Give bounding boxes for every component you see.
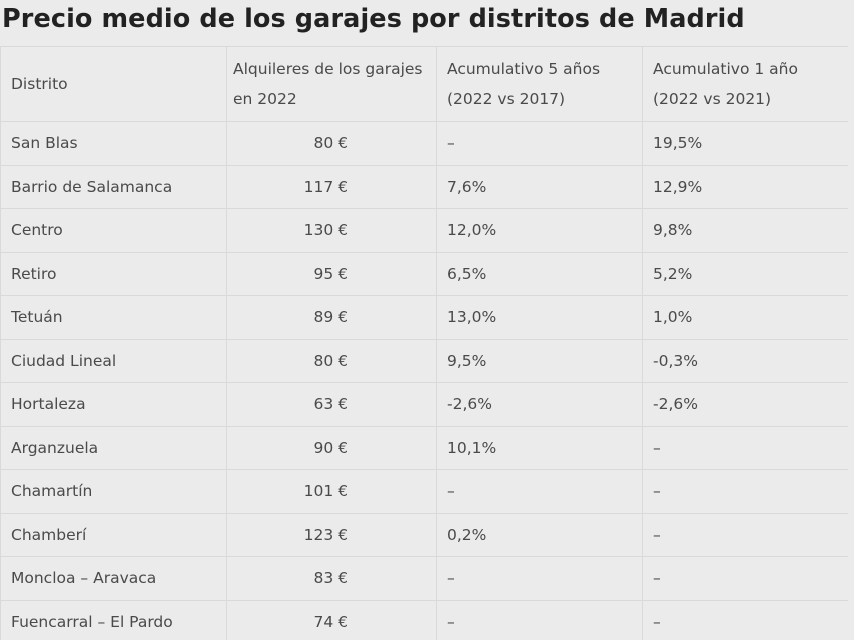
table-row: Ciudad Lineal 80 €9,5% -0,3% [0,338,849,383]
cell-rent-2022: 83 € [226,556,437,601]
cell-cumulative-5-years: 0,2% [436,512,643,557]
cell-rent-2022: 90 € [226,425,437,470]
cell-rent-2022: 95 € [226,251,437,296]
cell-rent-2022: 123 € [226,512,437,557]
cell-cumulative-5-years: – [436,599,643,640]
cell-cumulative-1-year: -2,6% [642,382,849,427]
cell-district: Chamartín [0,469,227,514]
cell-cumulative-1-year: 1,0% [642,295,849,340]
cell-cumulative-5-years: 7,6% [436,164,643,209]
cell-district: Barrio de Salamanca [0,164,227,209]
table-row: Tetuán 89 €13,0% 1,0% [0,295,849,340]
header-district: Distrito [0,46,227,122]
cell-cumulative-5-years: -2,6% [436,382,643,427]
cell-rent-2022: 117 € [226,164,437,209]
table-row: Barrio de Salamanca 117 €7,6% 12,9% [0,164,849,209]
page-title: Precio medio de los garajes por distrito… [2,4,745,34]
cell-district: Retiro [0,251,227,296]
cell-district: San Blas [0,121,227,166]
table-row: San Blas 80 € –19,5% [0,121,849,166]
cell-rent-2022: 89 € [226,295,437,340]
cell-cumulative-1-year: – [642,469,849,514]
cell-cumulative-5-years: – [436,121,643,166]
cell-cumulative-1-year: 12,9% [642,164,849,209]
cell-cumulative-5-years: 12,0% [436,208,643,253]
table-body: San Blas 80 € –19,5% Barrio de Salamanca 117… [0,121,849,640]
cell-cumulative-1-year: 5,2% [642,251,849,296]
cell-district: Arganzuela [0,425,227,470]
table-row: Chamartín 101 € – – [0,469,849,514]
cell-cumulative-5-years: 10,1% [436,425,643,470]
cell-cumulative-1-year: – [642,556,849,601]
cell-rent-2022: 74 € [226,599,437,640]
cell-cumulative-1-year: – [642,512,849,557]
cell-cumulative-1-year: – [642,425,849,470]
cell-rent-2022: 80 € [226,121,437,166]
table-row: Centro 130 €12,0% 9,8% [0,208,849,253]
cell-cumulative-5-years: – [436,469,643,514]
table-row: Fuencarral – El Pardo 74 € – – [0,599,849,640]
cell-rent-2022: 101 € [226,469,437,514]
cell-district: Hortaleza [0,382,227,427]
cell-cumulative-5-years: 13,0% [436,295,643,340]
cell-cumulative-1-year: 9,8% [642,208,849,253]
cell-district: Moncloa – Aravaca [0,556,227,601]
cell-district: Tetuán [0,295,227,340]
table-header-row: Distrito Alquileres de los garajes en 20… [0,46,849,122]
table-row: Moncloa – Aravaca 83 € – – [0,556,849,601]
cell-rent-2022: 63 € [226,382,437,427]
cell-cumulative-1-year: – [642,599,849,640]
header-cumulative-5-years: Acumulativo 5 años (2022 vs 2017) [436,46,643,122]
right-edge [848,46,854,640]
districts-table: Distrito Alquileres de los garajes en 20… [0,46,849,640]
cell-cumulative-5-years: 6,5% [436,251,643,296]
header-rent-2022: Alquileres de los garajes en 2022 [226,46,437,122]
cell-cumulative-5-years: 9,5% [436,338,643,383]
cell-rent-2022: 130 € [226,208,437,253]
table-row: Arganzuela 90 €10,1% – [0,425,849,470]
cell-district: Chamberí [0,512,227,557]
cell-cumulative-1-year: 19,5% [642,121,849,166]
table-row: Hortaleza 63 € -2,6% -2,6% [0,382,849,427]
cell-rent-2022: 80 € [226,338,437,383]
table-row: Retiro 95 €6,5% 5,2% [0,251,849,296]
cell-cumulative-5-years: – [436,556,643,601]
cell-cumulative-1-year: -0,3% [642,338,849,383]
table-row: Chamberí 123 €0,2% – [0,512,849,557]
header-cumulative-1-year: Acumulativo 1 año (2022 vs 2021) [642,46,849,122]
cell-district: Centro [0,208,227,253]
cell-district: Fuencarral – El Pardo [0,599,227,640]
cell-district: Ciudad Lineal [0,338,227,383]
